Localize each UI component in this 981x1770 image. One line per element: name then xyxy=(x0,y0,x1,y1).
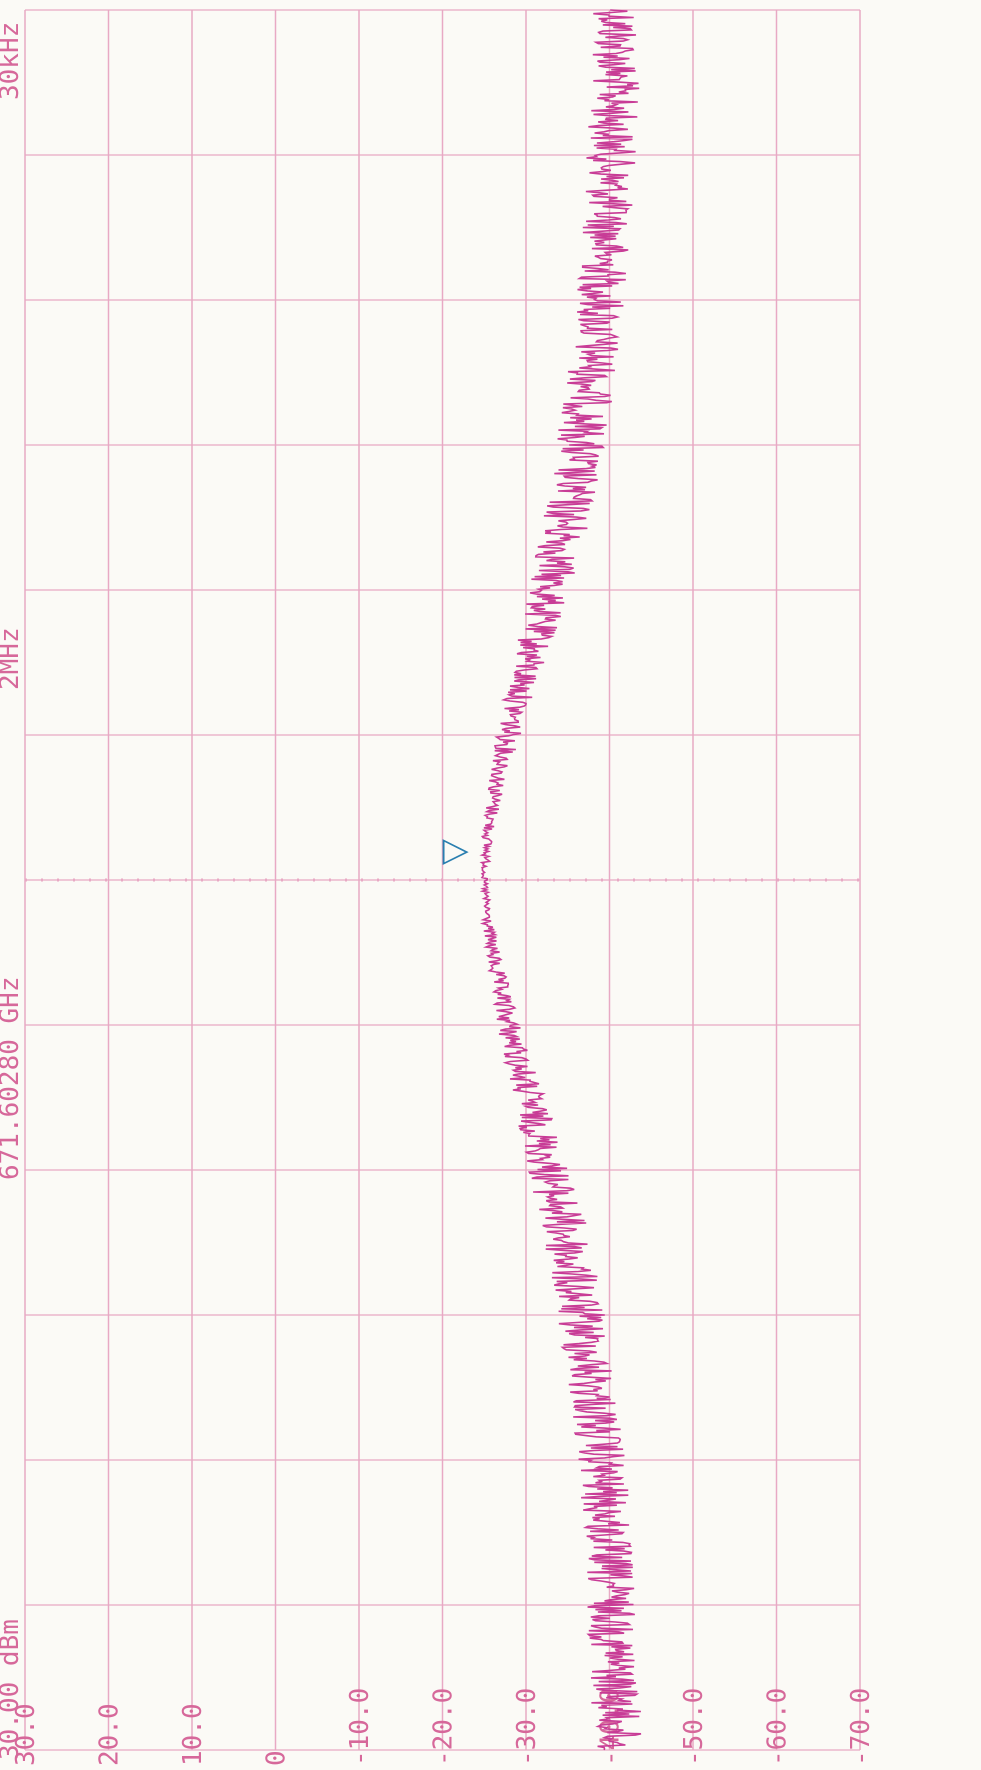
header-rbw: 30kHz xyxy=(0,22,25,100)
header-center: 671.60280 GHz xyxy=(0,977,25,1181)
y-tick-label: 0 xyxy=(262,1750,292,1766)
y-tick-label: 20.0 xyxy=(95,1703,125,1766)
header-left: 30.00 dBm xyxy=(0,1619,25,1760)
y-tick-label: -10.0 xyxy=(345,1688,375,1766)
header-span: 2MHz xyxy=(0,627,25,690)
header: 30.00 dBm 671.60280 GHz 2MHz 30kHz xyxy=(0,22,25,1760)
y-tick-label: 30.0 xyxy=(11,1703,41,1766)
y-tick-label: -70.0 xyxy=(846,1688,876,1766)
y-tick-label: -50.0 xyxy=(679,1688,709,1766)
y-axis-ticks: 30.0 20.0 10.0 0 -10.0 -20.0 -30.0 -40.0 -50.0 -6… xyxy=(11,1688,876,1766)
y-tick-label: -60.0 xyxy=(763,1688,793,1766)
y-tick-label: -30.0 xyxy=(512,1688,542,1766)
y-tick-label: 10.0 xyxy=(178,1703,208,1766)
y-tick-label: -20.0 xyxy=(429,1688,459,1766)
series-trace xyxy=(479,9,642,1751)
marker-symbol: ▽ xyxy=(434,838,474,865)
